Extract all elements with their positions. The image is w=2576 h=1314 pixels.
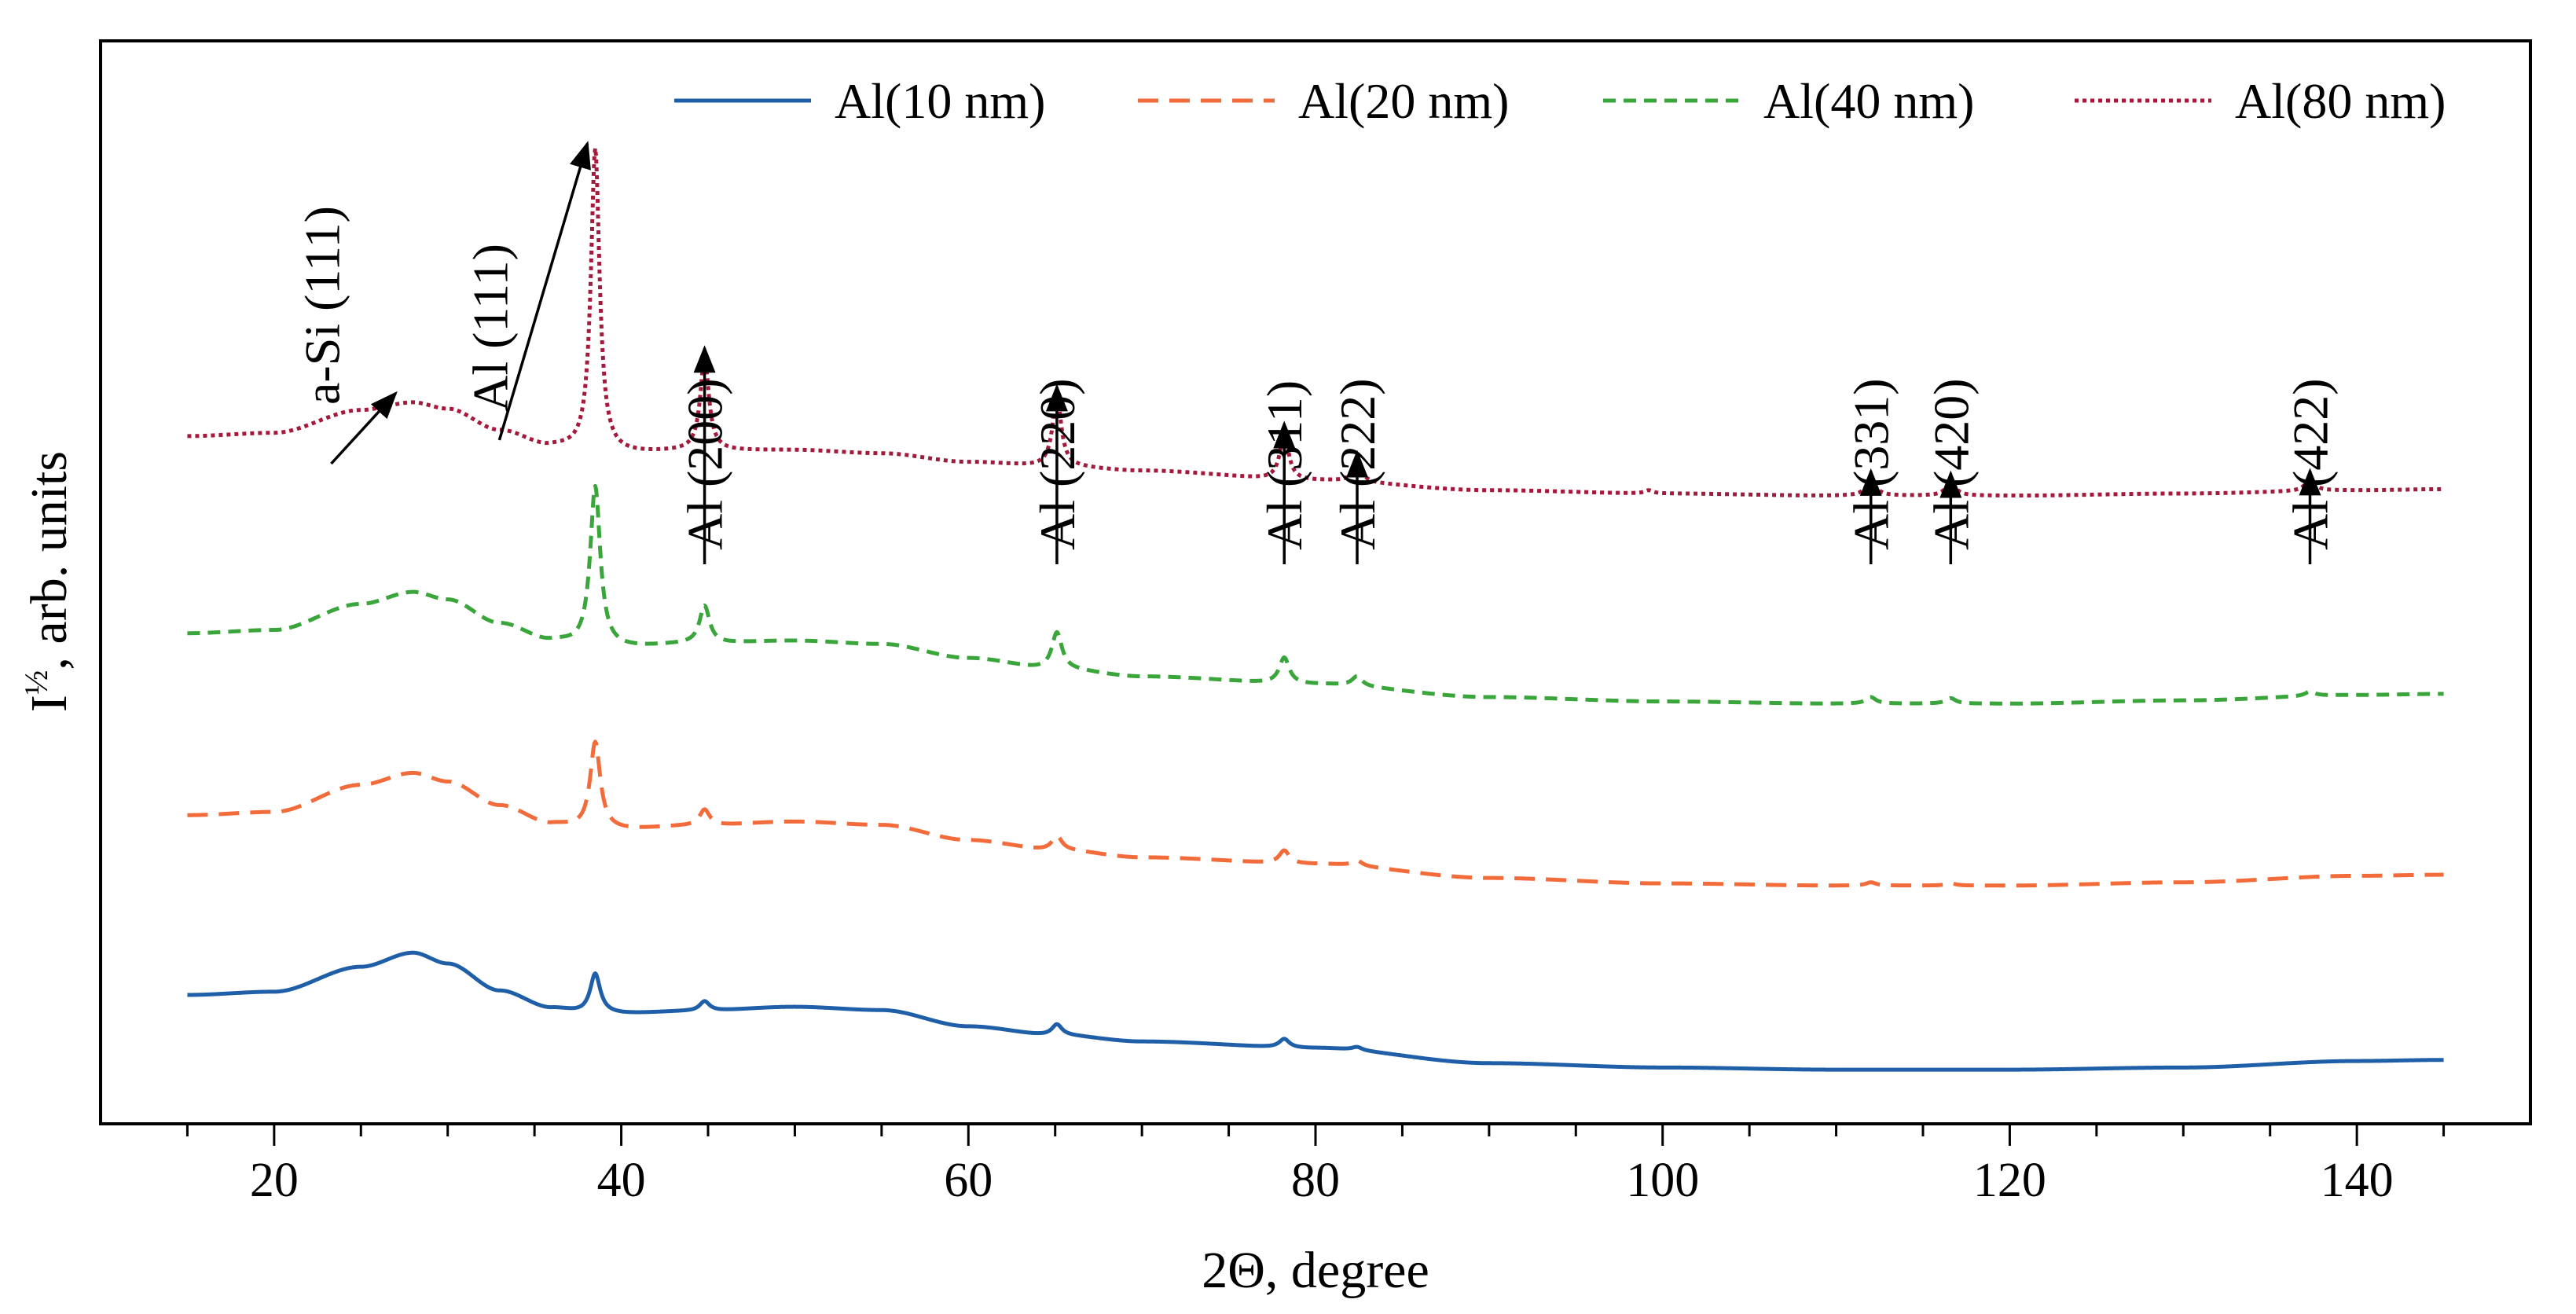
peak-annotation: Al (220) <box>1029 378 1085 564</box>
x-axis-title: 2Θ, degree <box>1202 1242 1429 1299</box>
annotation-arrow <box>497 141 591 441</box>
annotations-layer: a-Si (111) Al (111) Al (200) Al (220) Al (31… <box>294 141 2339 564</box>
x-tick-label: 100 <box>1626 1154 1699 1207</box>
peak-annotation: Al (422) <box>2283 378 2339 564</box>
x-axis-ticks: 20 40 60 80 100 120 140 <box>185 1124 2446 1207</box>
series-line-4 <box>186 146 2445 498</box>
series-line-3 <box>186 483 2445 706</box>
y-axis-title: I½, arb. units <box>19 451 78 712</box>
legend: Al(10 nm) Al(20 nm) Al(40 nm) Al(80 nm) <box>674 73 2446 129</box>
legend-label-al-80nm: Al(80 nm) <box>2235 73 2446 129</box>
series-line-1 <box>186 950 2445 1072</box>
peak-annotation: Al (331) <box>1844 378 1899 564</box>
x-tick-label: 140 <box>2321 1154 2394 1207</box>
peak-annotation: Al (311) <box>1257 380 1312 564</box>
plot-frame <box>99 39 2532 1125</box>
x-tick-label: 40 <box>597 1154 646 1207</box>
peak-annotation: a-Si (111) <box>294 206 398 465</box>
legend-label-al-10nm: Al(10 nm) <box>835 73 1045 129</box>
legend-label-al-40nm: Al(40 nm) <box>1763 73 1974 129</box>
annotation-label: a-Si (111) <box>294 206 350 405</box>
peak-annotation: Al (420) <box>1923 378 1979 564</box>
peak-annotation: Al (222) <box>1330 378 1385 564</box>
x-tick-label: 60 <box>944 1154 993 1207</box>
annotation-label: Al (111) <box>462 244 518 412</box>
legend-label-al-20nm: Al(20 nm) <box>1298 73 1509 129</box>
peak-annotation: Al (111) <box>462 141 591 441</box>
peak-annotation: Al (200) <box>677 345 733 564</box>
x-tick-label: 80 <box>1291 1154 1340 1207</box>
annotation-arrow <box>330 391 398 465</box>
series-layer <box>186 146 2445 1072</box>
x-tick-label: 120 <box>1973 1154 2046 1207</box>
x-tick-label: 20 <box>250 1154 299 1207</box>
series-line-2 <box>186 740 2445 888</box>
